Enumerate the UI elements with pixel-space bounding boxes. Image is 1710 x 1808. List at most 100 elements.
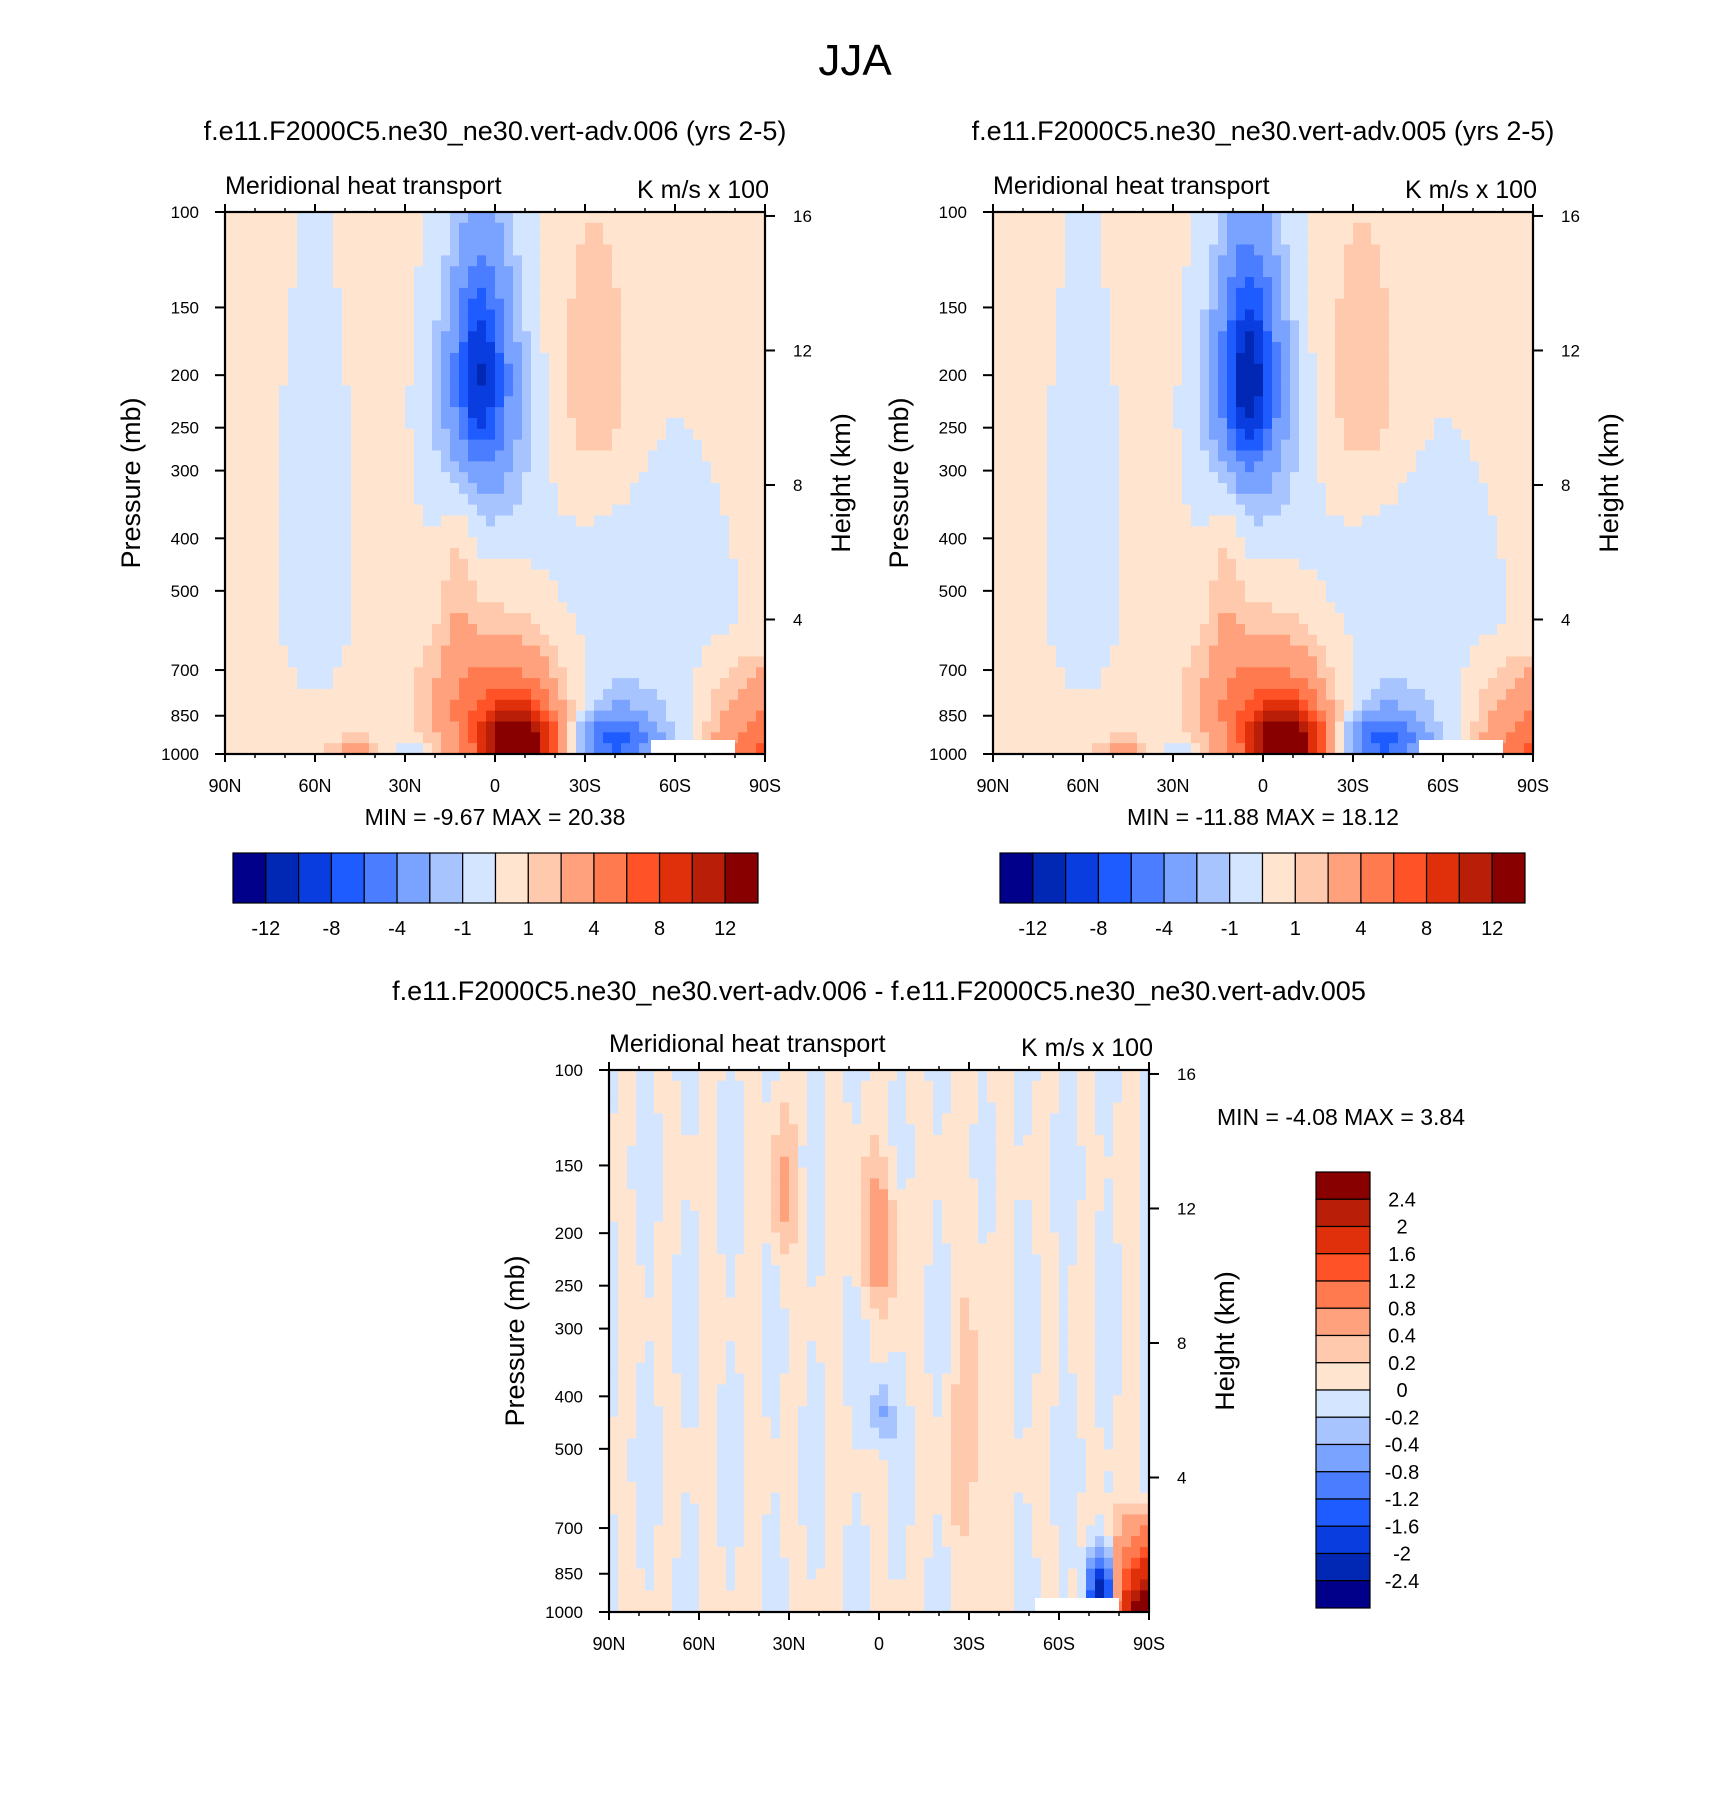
- field-cell: [459, 493, 469, 506]
- field-cell: [612, 710, 622, 723]
- field-cell: [1416, 320, 1426, 332]
- field-cell: [1038, 363, 1048, 376]
- field-cell: [315, 374, 325, 387]
- field-cell: [747, 591, 757, 603]
- field-cell: [1209, 439, 1219, 452]
- field-cell: [585, 417, 595, 430]
- field-cell: [333, 244, 343, 256]
- field-cell: [513, 352, 523, 365]
- field-cell: [738, 439, 748, 452]
- field-cell: [1038, 493, 1048, 506]
- field-cell: [1326, 277, 1336, 289]
- field-cell: [585, 515, 595, 527]
- field-cell: [1092, 526, 1102, 538]
- field-cell: [675, 298, 685, 311]
- field-cell: [666, 450, 676, 462]
- field-cell: [1047, 461, 1057, 473]
- field-cell: [711, 515, 721, 527]
- field-cell: [486, 580, 496, 592]
- field-cell: [1047, 331, 1057, 343]
- field-cell: [720, 287, 730, 300]
- field-cell: [1344, 417, 1354, 430]
- field-cell: [1029, 309, 1039, 321]
- field-cell: [1488, 472, 1498, 484]
- field-cell: [1119, 417, 1129, 430]
- field-cell: [306, 580, 316, 592]
- field-cell: [270, 634, 280, 647]
- field-cell: [639, 450, 649, 462]
- field-cell: [1155, 309, 1165, 321]
- field-cell: [675, 233, 685, 246]
- field-cell: [1128, 374, 1138, 387]
- field-cell: [585, 407, 595, 419]
- field-cell: [675, 504, 685, 517]
- field-cell: [1353, 396, 1363, 408]
- field-cell: [693, 515, 703, 527]
- field-cell: [378, 407, 388, 419]
- field-cell: [993, 342, 1003, 354]
- field-cell: [270, 688, 280, 701]
- field-cell: [684, 309, 694, 321]
- field-cell: [621, 222, 631, 235]
- field-cell: [1317, 255, 1327, 267]
- field-cell: [1281, 515, 1291, 527]
- field-cell: [414, 212, 424, 224]
- field-cell: [360, 526, 370, 538]
- field-cell: [468, 287, 478, 300]
- field-cell: [1479, 309, 1489, 321]
- field-cell: [333, 645, 343, 658]
- field-cell: [702, 634, 712, 647]
- field-cell: [531, 613, 541, 625]
- field-cell: [405, 688, 415, 701]
- field-cell: [1515, 298, 1525, 311]
- field-cell: [1200, 526, 1210, 538]
- field-cell: [648, 428, 658, 441]
- field-cell: [621, 515, 631, 527]
- field-cell: [1029, 450, 1039, 462]
- field-cell: [1254, 331, 1264, 343]
- field-cell: [1254, 428, 1264, 441]
- field-cell: [558, 396, 568, 408]
- field-cell: [1047, 298, 1057, 311]
- field-cell: [540, 634, 550, 647]
- field-cell: [1110, 342, 1120, 354]
- field-cell: [1128, 396, 1138, 408]
- field-cell: [675, 331, 685, 343]
- field-cell: [1200, 266, 1210, 278]
- field-cell: [279, 439, 289, 452]
- field-cell: [423, 493, 433, 506]
- field-cell: [333, 591, 343, 603]
- field-cell: [1299, 548, 1309, 560]
- field-cell: [414, 526, 424, 538]
- field-cell: [1038, 342, 1048, 354]
- field-cell: [333, 515, 343, 527]
- field-cell: [720, 591, 730, 603]
- field-cell: [1110, 352, 1120, 365]
- field-cell: [288, 309, 298, 321]
- field-cell: [1254, 461, 1264, 473]
- field-cell: [621, 450, 631, 462]
- field-cell: [351, 613, 361, 625]
- field-cell: [1308, 537, 1318, 549]
- field-cell: [1209, 472, 1219, 484]
- field-cell: [1029, 461, 1039, 473]
- field-cell: [441, 526, 451, 538]
- field-cell: [603, 277, 613, 289]
- field-cell: [993, 537, 1003, 549]
- field-cell: [1128, 255, 1138, 267]
- field-cell: [504, 309, 514, 321]
- field-cell: [531, 558, 541, 571]
- field-cell: [1371, 287, 1381, 300]
- field-cell: [585, 699, 595, 712]
- field-cell: [1155, 439, 1165, 452]
- field-cell: [1344, 320, 1354, 332]
- field-cell: [1200, 374, 1210, 387]
- field-cell: [1020, 483, 1030, 495]
- field-cell: [702, 645, 712, 658]
- field-cell: [396, 548, 406, 560]
- field-cell: [1470, 363, 1480, 376]
- field-cell: [1056, 309, 1066, 321]
- field-cell: [603, 699, 613, 712]
- field-cell: [450, 645, 460, 658]
- field-cell: [1398, 548, 1408, 560]
